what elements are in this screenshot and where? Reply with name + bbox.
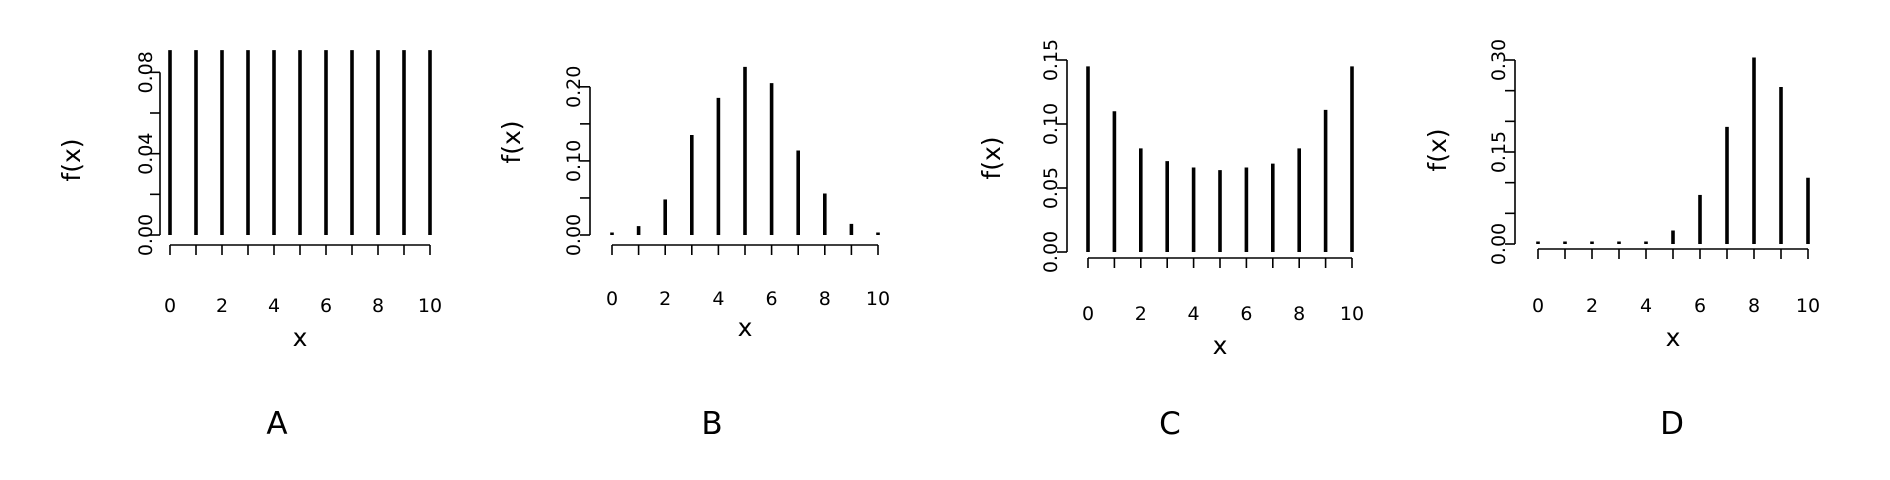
- x-tick-label: 6: [1240, 303, 1252, 325]
- x-tick-label: 10: [1796, 295, 1820, 317]
- y-tick-label: 0.10: [1040, 103, 1062, 145]
- x-tick-label: 6: [320, 295, 332, 317]
- y-axis-title: f(x): [57, 138, 86, 181]
- x-tick-label: 4: [1640, 295, 1652, 317]
- x-tick-label: 4: [712, 288, 724, 310]
- x-tick-label: 2: [216, 295, 228, 317]
- x-tick-label: 8: [372, 295, 384, 317]
- x-tick-label: 2: [1135, 303, 1147, 325]
- y-tick-label: 0.15: [1488, 131, 1510, 173]
- panel-c: 0 2 4 6 8 10 0.00 0.05 0.10 0.15 x f(x) C: [977, 39, 1364, 442]
- y-tick-label: 0.10: [563, 140, 585, 182]
- x-tick-label: 0: [606, 288, 618, 310]
- y-tick-label: 0.30: [1488, 39, 1510, 81]
- y-tick-label: 0.00: [563, 214, 585, 256]
- x-tick-label: 6: [766, 288, 778, 310]
- panel-a: 0 2 4 6 8 10 0.00 0.04 0.08 x f(x) A: [57, 50, 442, 442]
- x-tick-label: 10: [418, 295, 442, 317]
- x-tick-label: 0: [164, 295, 176, 317]
- panel-label: B: [701, 406, 722, 442]
- x-tick-label: 2: [1586, 295, 1598, 317]
- x-tick-label: 4: [1188, 303, 1200, 325]
- panel-label: A: [266, 406, 287, 442]
- x-tick-label: 10: [866, 288, 890, 310]
- panel-d: 0 2 4 6 8 10 0.00 0.15 0.30 x f(x) D: [1423, 39, 1820, 442]
- y-tick-label: 0.00: [1040, 231, 1062, 273]
- x-tick-label: 8: [819, 288, 831, 310]
- x-tick-label: 0: [1532, 295, 1544, 317]
- y-tick-label: 0.08: [135, 51, 157, 93]
- x-axis-title: x: [1666, 323, 1681, 352]
- x-axis-title: x: [293, 323, 308, 352]
- y-tick-label: 0.00: [1488, 223, 1510, 265]
- y-tick-label: 0.20: [563, 66, 585, 108]
- x-tick-label: 10: [1340, 303, 1364, 325]
- panel-b: 0 2 4 6 8 10 0.00 0.10 0.20 x f(x) B: [497, 66, 890, 442]
- y-axis-title: f(x): [1423, 128, 1452, 171]
- panel-label: C: [1159, 406, 1181, 442]
- y-axis-title: f(x): [977, 136, 1006, 179]
- y-tick-label: 0.00: [135, 214, 157, 256]
- x-axis-title: x: [1213, 331, 1228, 360]
- y-tick-label: 0.05: [1040, 167, 1062, 209]
- x-tick-label: 8: [1293, 303, 1305, 325]
- y-tick-label: 0.15: [1040, 39, 1062, 81]
- y-axis-title: f(x): [497, 120, 526, 163]
- y-tick-label: 0.04: [135, 133, 157, 175]
- x-tick-label: 6: [1694, 295, 1706, 317]
- x-tick-label: 4: [268, 295, 280, 317]
- x-tick-label: 8: [1748, 295, 1760, 317]
- panel-label: D: [1660, 406, 1684, 442]
- x-axis-title: x: [738, 313, 753, 342]
- x-tick-label: 0: [1082, 303, 1094, 325]
- x-tick-label: 2: [659, 288, 671, 310]
